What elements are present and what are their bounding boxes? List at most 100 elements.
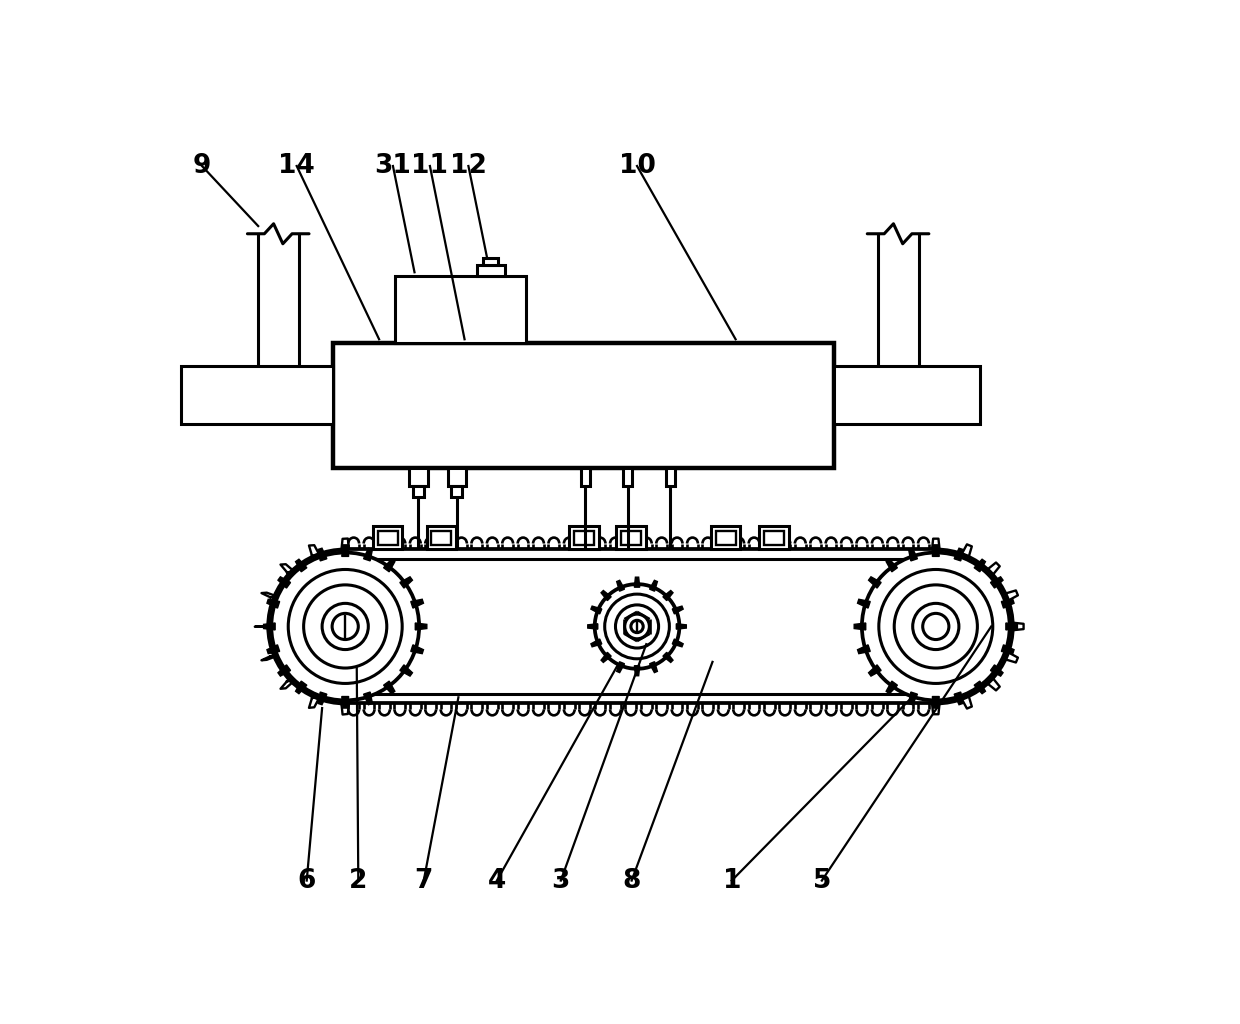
Bar: [484, 258, 498, 264]
Bar: [413, 486, 424, 497]
Polygon shape: [410, 645, 424, 653]
Text: 3: 3: [552, 867, 570, 894]
Polygon shape: [591, 606, 601, 614]
Text: 4: 4: [487, 867, 506, 894]
Polygon shape: [383, 681, 394, 693]
Circle shape: [625, 614, 650, 639]
Polygon shape: [932, 696, 939, 708]
Polygon shape: [672, 639, 683, 647]
Polygon shape: [954, 548, 963, 561]
Circle shape: [913, 603, 959, 649]
Polygon shape: [1002, 599, 1014, 608]
Polygon shape: [635, 578, 640, 587]
Bar: [373, 526, 402, 550]
Polygon shape: [342, 696, 348, 708]
Polygon shape: [601, 652, 611, 663]
Circle shape: [615, 605, 658, 648]
Polygon shape: [363, 692, 372, 705]
Polygon shape: [278, 577, 290, 588]
Text: 10: 10: [619, 153, 656, 179]
Circle shape: [894, 585, 977, 668]
Bar: [624, 468, 632, 486]
Polygon shape: [991, 577, 1003, 588]
Polygon shape: [588, 624, 598, 629]
Text: 31: 31: [374, 153, 412, 179]
Polygon shape: [399, 577, 413, 588]
Bar: [835, 367, 981, 424]
Polygon shape: [1002, 645, 1014, 653]
Text: 7: 7: [414, 867, 433, 894]
Bar: [448, 468, 466, 486]
Polygon shape: [295, 681, 306, 693]
Bar: [580, 468, 590, 486]
Polygon shape: [663, 591, 673, 601]
Circle shape: [332, 613, 358, 640]
Polygon shape: [932, 545, 939, 556]
Text: 6: 6: [298, 867, 316, 894]
Text: 9: 9: [192, 153, 211, 179]
Bar: [181, 367, 332, 424]
Polygon shape: [264, 623, 275, 630]
Polygon shape: [858, 645, 870, 653]
Polygon shape: [399, 665, 413, 676]
Circle shape: [862, 553, 1009, 700]
Polygon shape: [887, 559, 898, 571]
Polygon shape: [854, 623, 866, 630]
Circle shape: [304, 585, 387, 668]
Polygon shape: [363, 548, 372, 561]
Circle shape: [322, 603, 368, 649]
Bar: [616, 526, 646, 550]
Polygon shape: [909, 548, 918, 561]
Polygon shape: [616, 662, 625, 673]
Polygon shape: [650, 581, 657, 591]
Bar: [715, 531, 735, 545]
Polygon shape: [410, 599, 424, 608]
Polygon shape: [267, 645, 280, 653]
Bar: [477, 264, 505, 276]
Polygon shape: [635, 666, 640, 676]
Polygon shape: [650, 662, 657, 673]
Polygon shape: [909, 692, 918, 705]
Circle shape: [879, 569, 993, 683]
Polygon shape: [954, 692, 963, 705]
Circle shape: [272, 553, 419, 700]
Text: 8: 8: [622, 867, 641, 894]
Polygon shape: [278, 665, 290, 676]
Polygon shape: [991, 665, 1003, 676]
Polygon shape: [601, 591, 611, 601]
Circle shape: [595, 584, 680, 669]
Polygon shape: [975, 681, 986, 693]
Polygon shape: [342, 545, 348, 556]
Polygon shape: [672, 606, 683, 614]
Bar: [396, 276, 526, 343]
Polygon shape: [591, 639, 601, 647]
Polygon shape: [616, 581, 625, 591]
Bar: [711, 526, 740, 550]
Polygon shape: [317, 692, 327, 705]
Polygon shape: [415, 623, 427, 630]
Bar: [764, 531, 784, 545]
Text: 5: 5: [812, 867, 831, 894]
Bar: [427, 526, 456, 550]
Polygon shape: [858, 599, 870, 608]
Polygon shape: [868, 665, 882, 676]
Bar: [332, 343, 835, 468]
Polygon shape: [676, 624, 686, 629]
Bar: [574, 531, 594, 545]
Polygon shape: [887, 681, 898, 693]
Polygon shape: [317, 548, 327, 561]
Polygon shape: [975, 559, 986, 571]
Bar: [621, 531, 641, 545]
Bar: [377, 531, 398, 545]
Circle shape: [923, 613, 949, 640]
Bar: [432, 531, 451, 545]
Circle shape: [605, 594, 670, 658]
Bar: [409, 468, 428, 486]
Text: 1: 1: [723, 867, 742, 894]
Polygon shape: [868, 577, 882, 588]
Text: 2: 2: [350, 867, 367, 894]
Circle shape: [631, 621, 644, 633]
Circle shape: [288, 569, 402, 683]
Bar: [451, 486, 463, 497]
Bar: [759, 526, 789, 550]
